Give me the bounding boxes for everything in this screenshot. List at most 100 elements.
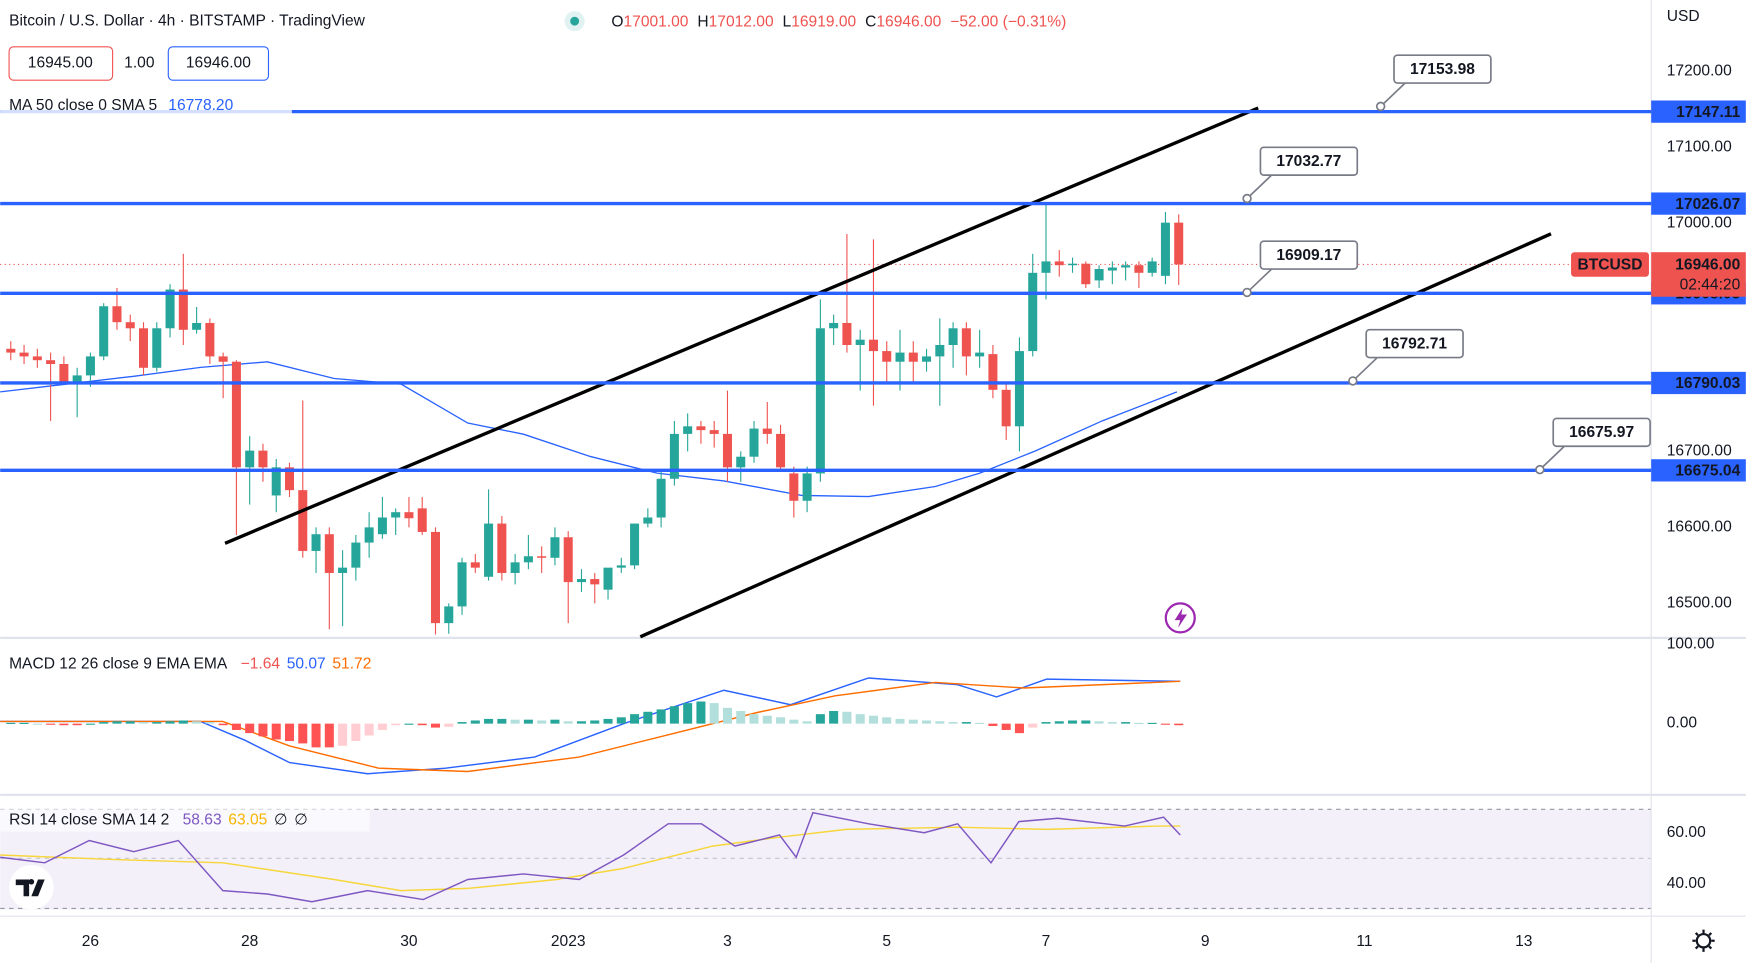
candle-body xyxy=(616,565,626,568)
candle-body xyxy=(802,473,812,501)
candle-body xyxy=(523,556,533,563)
callout-anchor[interactable] xyxy=(1535,464,1545,475)
y-tick-label: 16700.00 xyxy=(1667,442,1732,459)
ohlc-label: C xyxy=(865,13,876,30)
macd-tick-label: 100.00 xyxy=(1667,636,1715,653)
candle-body xyxy=(338,567,348,573)
candle-body xyxy=(842,322,852,345)
macd-histogram-bar xyxy=(192,721,202,724)
ohlc-value: 17012.00 xyxy=(709,13,774,30)
candle-body xyxy=(590,579,600,585)
symbol-tag xyxy=(1571,252,1649,277)
overlay-layer: 26283020233579111317147.1117026.0716908.… xyxy=(0,54,1746,950)
macd-histogram-bar xyxy=(550,719,560,724)
macd-histogram-bar xyxy=(922,720,932,724)
callout-label: 16792.71 xyxy=(1382,335,1447,352)
macd-histogram-bar xyxy=(1014,723,1024,734)
x-tick-label: 2023 xyxy=(551,933,586,950)
signal-value: 51.72 xyxy=(332,656,371,673)
candle-body xyxy=(178,289,188,330)
rsi-tick-label: 40.00 xyxy=(1667,875,1706,892)
sell-button[interactable] xyxy=(8,46,114,81)
candle-body xyxy=(603,567,613,590)
callout-label: 17032.77 xyxy=(1276,153,1341,170)
callout-box[interactable] xyxy=(1552,417,1651,448)
callout-box[interactable] xyxy=(1365,328,1464,359)
candle-body xyxy=(537,556,547,558)
macd-histogram-bar xyxy=(842,711,852,724)
candle-body xyxy=(364,527,374,543)
logo xyxy=(28,878,35,885)
candle-body xyxy=(855,339,865,345)
macd-histogram-bar xyxy=(218,723,228,726)
candle-body xyxy=(550,537,560,558)
callout-box[interactable] xyxy=(1259,146,1359,176)
macd-histogram-bar xyxy=(377,723,387,730)
macd-histogram-bar xyxy=(298,723,308,744)
callout-anchor[interactable] xyxy=(1375,101,1386,112)
candle-body xyxy=(510,562,520,573)
candle-body xyxy=(868,339,878,352)
candle-body xyxy=(1094,269,1104,281)
candle-body xyxy=(139,328,149,368)
macd-histogram-bar xyxy=(1001,723,1011,730)
alert-icon-bolt xyxy=(1174,607,1187,628)
level-axis-label: 16790.03 xyxy=(1675,375,1740,392)
change: −52.00 (−0.31%) xyxy=(950,13,1066,30)
callout-box[interactable] xyxy=(1393,54,1492,84)
buy-button[interactable] xyxy=(167,46,270,81)
macd-histogram-bar xyxy=(1107,722,1117,724)
candle-body xyxy=(99,306,109,357)
callout-anchor[interactable] xyxy=(1348,376,1358,386)
macd-histogram-bar xyxy=(762,715,772,724)
macd-histogram-bar xyxy=(643,711,653,724)
candle-body xyxy=(1147,261,1157,273)
bid-price[interactable]: 16945.00 xyxy=(28,55,93,72)
macd-histogram-bar xyxy=(85,723,95,725)
candle-body xyxy=(882,351,892,362)
candle-body xyxy=(351,542,361,568)
macd-histogram-bar xyxy=(178,720,188,724)
callout-pointer xyxy=(1246,174,1273,200)
rsi-extra: ∅ xyxy=(294,812,308,829)
currency[interactable]: USD xyxy=(1667,8,1700,25)
candle-body xyxy=(284,467,295,491)
macd-histogram-bar xyxy=(404,723,414,725)
level-axis-label: 17147.11 xyxy=(1676,104,1740,121)
macd-histogram-bar xyxy=(457,722,467,724)
candle-body xyxy=(298,490,308,551)
callout-anchor[interactable] xyxy=(1242,287,1252,298)
drawings xyxy=(224,106,1552,639)
legend-bg xyxy=(0,807,370,832)
candle-body xyxy=(245,450,255,468)
quantity[interactable]: 1.00 xyxy=(124,55,155,72)
candle-body xyxy=(669,433,679,479)
status-dot xyxy=(570,16,580,26)
candle-body xyxy=(722,433,732,468)
macd-histogram-bar xyxy=(895,718,905,724)
settings-icon[interactable] xyxy=(1695,932,1712,949)
macd-legend: MACD 12 26 close 9 EMA EMA −1.64 50.07 51.7… xyxy=(9,656,371,673)
callout-anchor[interactable] xyxy=(1242,193,1252,204)
macd-histogram-bar xyxy=(139,722,149,724)
macd-histogram-bar xyxy=(802,721,812,724)
symbol-title: Bitcoin / U.S. Dollar · 4h · BITSTAMP · … xyxy=(9,12,366,29)
macd-histogram-bar xyxy=(484,718,494,724)
ma-label: MA 50 close 0 SMA 5 xyxy=(9,97,157,114)
macd-histogram-bar xyxy=(1041,722,1051,724)
macd-histogram-bar xyxy=(696,701,706,724)
macd-histogram-bar xyxy=(576,721,586,724)
candle-body xyxy=(908,352,918,362)
callout-box[interactable] xyxy=(1259,240,1359,270)
logo[interactable] xyxy=(15,879,45,897)
ask-price[interactable]: 16946.00 xyxy=(186,55,251,72)
macd-histogram-bar xyxy=(112,721,122,724)
candle-body xyxy=(6,348,16,353)
callout-pointer xyxy=(1246,268,1273,294)
macd-histogram-bar xyxy=(324,723,334,748)
candle-body xyxy=(271,467,281,496)
candle-body xyxy=(258,450,268,468)
macd-histogram-bar xyxy=(537,720,547,724)
macd-histogram-bar xyxy=(1094,721,1104,724)
